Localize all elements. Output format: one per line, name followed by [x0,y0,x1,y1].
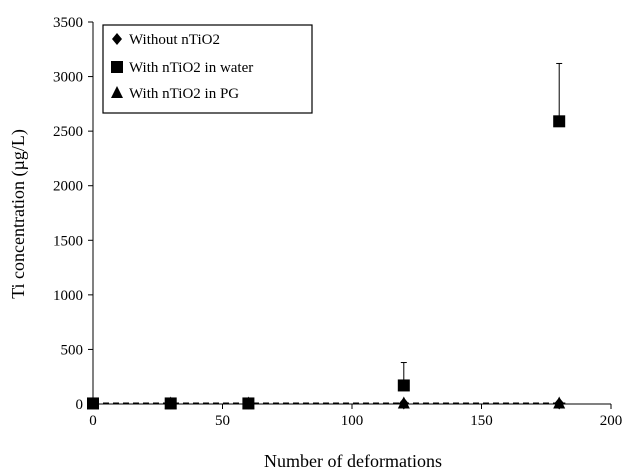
legend-marker-triangle [111,86,123,98]
y-tick-label: 1000 [53,288,83,304]
y-tick-label: 1500 [53,233,83,249]
series-1-point [553,115,566,128]
y-tick-label: 3000 [53,70,83,86]
legend-label: With nTiO2 in water [129,60,253,76]
y-axis-title: Ti concentration (µg/L) [8,129,29,299]
legend-label: Without nTiO2 [129,32,220,48]
error-bars-layer [400,62,563,386]
legend-marker-diamond [112,33,122,45]
legend-items: Without nTiO2 With nTiO2 in water With nTi… [111,32,253,102]
legend: Without nTiO2 With nTiO2 in water With nTi… [102,24,313,114]
legend-label: With nTiO2 in PG [129,86,239,102]
y-tick-label: 500 [61,342,84,358]
legend-marker-square [111,61,123,73]
x-tick-label: 100 [341,413,364,429]
series-2-point [242,396,255,409]
y-tick-label: 2000 [53,179,83,195]
series-2-point [553,396,566,409]
y-tick-label: 2500 [53,124,83,140]
x-tick-label: 150 [470,413,493,429]
series-1-point [397,379,410,392]
x-tick-label: 0 [89,413,97,429]
series-2-point [397,396,410,409]
x-axis-title: Number of deformations [264,451,442,471]
series-2-point [87,396,99,409]
series-2-point [164,396,177,409]
markers-layer [87,115,566,410]
y-tick-label: 3500 [53,15,83,31]
x-tick-label: 200 [600,413,623,429]
y-tick-label: 0 [76,397,84,413]
x-tick-label: 50 [215,413,230,429]
legend-box [102,24,313,114]
